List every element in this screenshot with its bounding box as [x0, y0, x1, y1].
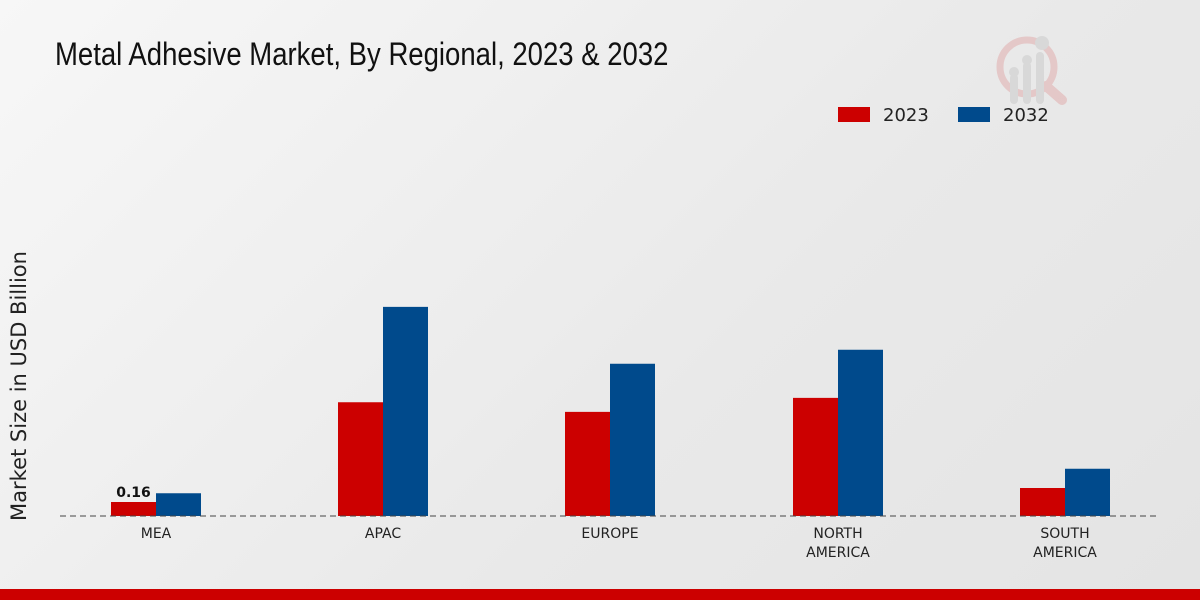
bar-2023-mea — [111, 502, 156, 516]
x-tick-label: NORTH — [813, 526, 862, 542]
x-tick-label: MEA — [141, 526, 172, 542]
bar-2032-apac — [383, 306, 428, 516]
legend-swatch-2032 — [958, 107, 990, 122]
bar-2023-south-america — [1020, 488, 1065, 516]
logo-icon — [996, 36, 1067, 105]
bar-2023-apac — [338, 402, 383, 516]
bar-2032-mea — [156, 493, 201, 516]
x-tick-label: AMERICA — [806, 545, 870, 561]
chart-title: Metal Adhesive Market, By Regional, 2023… — [55, 36, 669, 72]
legend-label-2032: 2032 — [1003, 105, 1049, 126]
data-label: 0.16 — [116, 485, 151, 501]
x-tick-label: APAC — [365, 526, 401, 542]
bar-2032-south-america — [1065, 468, 1110, 516]
legend-label-2023: 2023 — [883, 105, 929, 126]
y-axis-label: Market Size in USD Billion — [7, 251, 31, 521]
x-tick-label: SOUTH — [1040, 526, 1089, 542]
bar-2032-north-america — [838, 349, 883, 516]
bar-2023-europe — [565, 411, 610, 516]
footer-bar — [0, 589, 1200, 600]
legend-swatch-2023 — [838, 107, 870, 122]
bar-2032-europe — [610, 363, 655, 516]
bar-2023-north-america — [793, 397, 838, 516]
x-tick-label: EUROPE — [581, 526, 638, 542]
x-tick-label: AMERICA — [1033, 545, 1097, 561]
